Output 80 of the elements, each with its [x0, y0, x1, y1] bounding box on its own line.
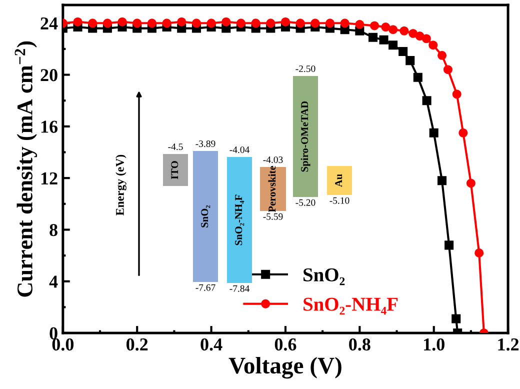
point: [400, 26, 409, 36]
category-label: Spiro-OMeTAD: [300, 101, 310, 172]
category-label: ITO: [171, 161, 178, 180]
y-tick-label: 8: [50, 224, 58, 236]
text: Energy (eV): [116, 154, 126, 216]
annotation: -3.89: [196, 140, 216, 148]
point: [310, 18, 320, 28]
point: [388, 40, 398, 50]
point: [132, 18, 142, 28]
point: [296, 18, 305, 28]
point: [73, 17, 82, 26]
point: [428, 40, 438, 50]
annotation: -4.04: [230, 146, 250, 154]
x-tick-label: 1.0: [424, 338, 444, 351]
y-tick-label: 12: [41, 172, 58, 184]
point: [444, 240, 454, 250]
point: [206, 18, 216, 28]
point: [102, 18, 112, 28]
y-tick-label: 20: [40, 69, 58, 82]
legend-label: SnO₂: [304, 268, 345, 286]
point: [466, 178, 476, 188]
point: [452, 314, 461, 324]
point: [381, 22, 390, 32]
point: [177, 17, 186, 26]
point: [452, 90, 462, 99]
annotation: -7.67: [196, 284, 216, 291]
category-label: SnO₂-NH₄F: [235, 194, 244, 246]
point: [422, 96, 432, 106]
point: [280, 17, 290, 26]
x-tick-label: 1.2: [498, 338, 519, 351]
point: [162, 18, 172, 28]
point: [415, 32, 424, 41]
point: [398, 47, 408, 56]
point: [368, 32, 378, 42]
point: [355, 20, 364, 29]
point: [413, 72, 422, 82]
x-tick-label: 0.2: [126, 338, 148, 351]
legend-label: SnO₂-NH₄F: [304, 298, 398, 315]
point: [340, 18, 350, 28]
point: [422, 34, 431, 44]
point: [406, 56, 415, 66]
annotation: -4.5: [168, 144, 183, 150]
point: [192, 18, 201, 28]
x-tick-label: 0.0: [52, 338, 74, 351]
point: [408, 28, 418, 38]
point: [266, 18, 276, 28]
annotation: -4.03: [263, 156, 283, 164]
y-tick-label: 0: [50, 327, 58, 340]
point: [251, 18, 260, 28]
y-tick-label: 24: [40, 17, 58, 30]
point: [429, 128, 438, 138]
x-axis-title: Voltage (V): [228, 356, 342, 379]
category-label: SnO₂: [201, 205, 210, 228]
annotation: -7.84: [230, 285, 250, 292]
point: [222, 17, 231, 26]
category-label: Perovskite: [268, 166, 276, 212]
annotation: -5.59: [263, 213, 283, 220]
annotation: -5.10: [330, 197, 350, 204]
annotation: -5.20: [296, 199, 316, 206]
y-tick-label: 4: [49, 276, 58, 288]
point: [438, 50, 447, 60]
point: [370, 21, 380, 30]
point: [474, 248, 484, 258]
point: [379, 35, 388, 44]
point: [147, 18, 156, 28]
point: [458, 128, 468, 138]
y-tick-label: 16: [41, 120, 58, 133]
point: [118, 17, 127, 26]
point: [438, 176, 447, 186]
category-label: Au: [335, 174, 342, 188]
x-tick-label: 0.6: [274, 338, 296, 351]
y-axis-title: Current density (mA cm$^{−2}$): [14, 41, 38, 297]
point: [236, 18, 246, 28]
x-tick-label: 0.8: [349, 338, 370, 351]
point: [88, 18, 98, 28]
point: [325, 18, 335, 28]
point: [443, 65, 452, 74]
annotation: -2.50: [296, 65, 316, 72]
point: [388, 25, 398, 34]
x-tick-label: 0.4: [200, 338, 222, 351]
